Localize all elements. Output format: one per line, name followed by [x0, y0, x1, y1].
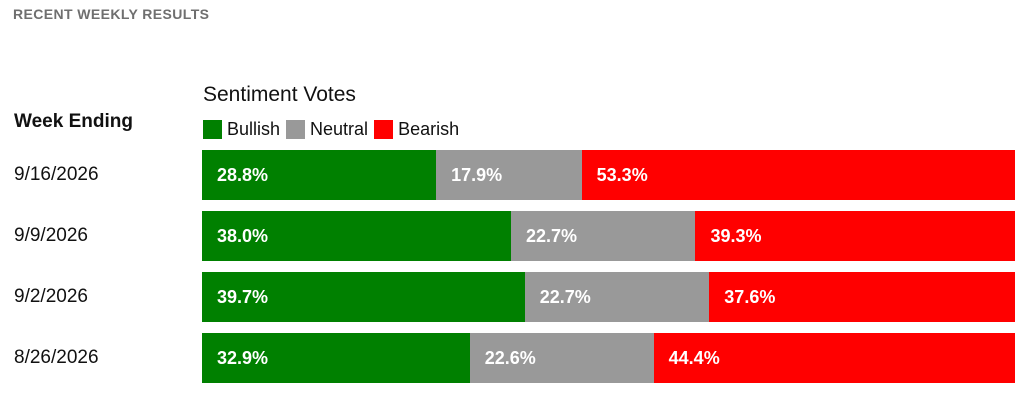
week-label: 9/9/2026 [14, 225, 88, 246]
week-label: 9/2/2026 [14, 286, 88, 307]
legend: Bullish Neutral Bearish [203, 119, 459, 140]
bar-segment-bullish: 38.0% [202, 211, 511, 261]
legend-item-bearish: Bearish [374, 119, 459, 140]
data-label: 39.3% [710, 225, 762, 246]
legend-swatch-bullish [203, 120, 222, 139]
stacked-bar: 38.0% 22.7% 39.3% [202, 211, 1015, 261]
bar-segment-neutral: 22.6% [469, 333, 654, 383]
data-label: 17.9% [451, 164, 503, 185]
bar-segment-neutral: 22.7% [524, 272, 710, 322]
week-label: 9/16/2026 [14, 164, 99, 185]
legend-label-bullish: Bullish [227, 119, 281, 139]
data-label: 38.0% [217, 225, 269, 246]
data-label: 44.4% [668, 347, 720, 368]
legend-item-bullish: Bullish [203, 119, 280, 140]
bar-segment-bullish: 39.7% [202, 272, 525, 322]
data-label: 37.6% [724, 286, 776, 307]
legend-swatch-neutral [286, 120, 306, 139]
chart-title: Sentiment Votes [203, 83, 356, 106]
legend-swatch-bearish [374, 120, 394, 139]
bar-segment-neutral: 17.9% [436, 150, 582, 200]
legend-item-neutral: Neutral [286, 119, 368, 140]
data-label: 39.7% [217, 286, 269, 307]
data-label: 22.7% [539, 286, 591, 307]
bar-segment-bearish: 44.4% [653, 333, 1015, 383]
week-label: 8/26/2026 [14, 347, 99, 368]
bar-segment-bullish: 32.9% [202, 333, 470, 383]
data-label: 28.8% [217, 164, 269, 185]
bar-segment-neutral: 22.7% [510, 211, 696, 261]
bar-segment-bullish: 28.8% [202, 150, 437, 200]
bar-segment-bearish: 53.3% [581, 150, 1015, 200]
bar-segment-bearish: 39.3% [695, 211, 1015, 261]
data-label: 53.3% [596, 164, 648, 185]
stacked-bar: 39.7% 22.7% 37.6% [202, 272, 1015, 322]
legend-label-neutral: Neutral [310, 119, 369, 139]
bar-segment-bearish: 37.6% [709, 272, 1015, 322]
week-ending-header: Week Ending [14, 111, 133, 132]
stacked-bar: 32.9% 22.6% 44.4% [202, 333, 1015, 383]
section-title: RECENT WEEKLY RESULTS [13, 6, 210, 22]
data-label: 22.7% [525, 225, 577, 246]
data-label: 22.6% [484, 347, 536, 368]
data-label: 32.9% [217, 347, 269, 368]
stacked-bar: 28.8% 17.9% 53.3% [202, 150, 1015, 200]
legend-label-bearish: Bearish [398, 119, 460, 139]
